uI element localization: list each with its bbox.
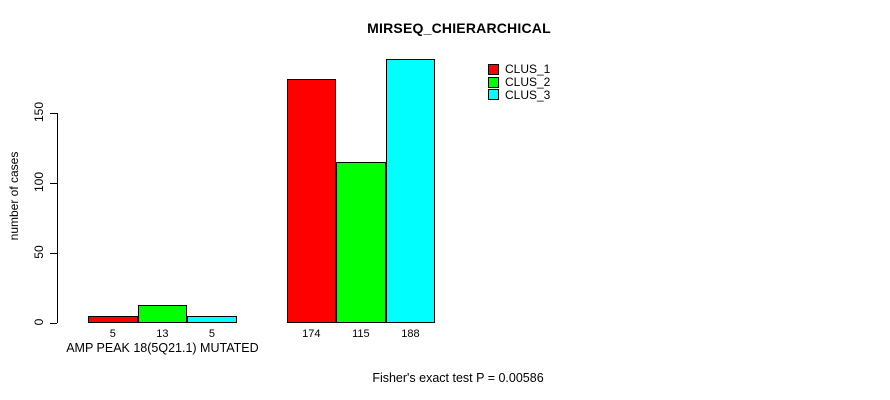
legend-item-clus_1: CLUS_1 [488, 62, 551, 77]
legend-item-clus_2: CLUS_2 [488, 75, 551, 90]
y-tick-label: 150 [32, 101, 46, 122]
bar-value-label: 5 [208, 328, 216, 340]
legend-label: CLUS_2 [505, 75, 551, 90]
bar-clus_2 [336, 161, 386, 323]
y-tick-label: 100 [32, 171, 46, 192]
y-tick-mark [50, 112, 57, 114]
bar-clus_1 [88, 315, 138, 323]
x-group-label: AMP PEAK 18(5Q21.1) MUTATED [66, 341, 259, 355]
bar-value-label: 5 [109, 328, 116, 340]
bar-value-label: 13 [156, 328, 169, 340]
bar-value-label: 188 [401, 328, 420, 340]
legend: CLUS_1 CLUS_2 CLUS_3 [488, 62, 551, 102]
y-axis-title: number of cases [7, 151, 21, 241]
y-tick-label: 50 [32, 245, 46, 259]
y-axis-line [57, 112, 58, 323]
legend-item-clus_3: CLUS_3 [488, 88, 551, 102]
bar-clus_1 [286, 78, 337, 323]
bar-value-label: 174 [302, 328, 321, 340]
y-tick-mark [50, 182, 57, 184]
legend-swatch-clus_3 [488, 89, 499, 101]
bar-clus_3 [385, 59, 436, 323]
legend-label: CLUS_3 [505, 88, 551, 102]
y-tick-mark [50, 323, 57, 324]
legend-label: CLUS_1 [505, 62, 551, 77]
y-tick-mark [50, 252, 57, 254]
footnote-fisher-test: Fisher's exact test P = 0.00586 [372, 371, 544, 385]
bar-value-label: 115 [352, 328, 370, 340]
bar-clus_2 [137, 304, 188, 323]
bar-clus_3 [187, 315, 237, 323]
legend-swatch-clus_1 [488, 63, 499, 75]
chart-title: MIRSEQ_CHIERARCHICAL [367, 20, 551, 36]
legend-swatch-clus_2 [488, 76, 499, 88]
y-tick-label: 0 [32, 318, 46, 326]
